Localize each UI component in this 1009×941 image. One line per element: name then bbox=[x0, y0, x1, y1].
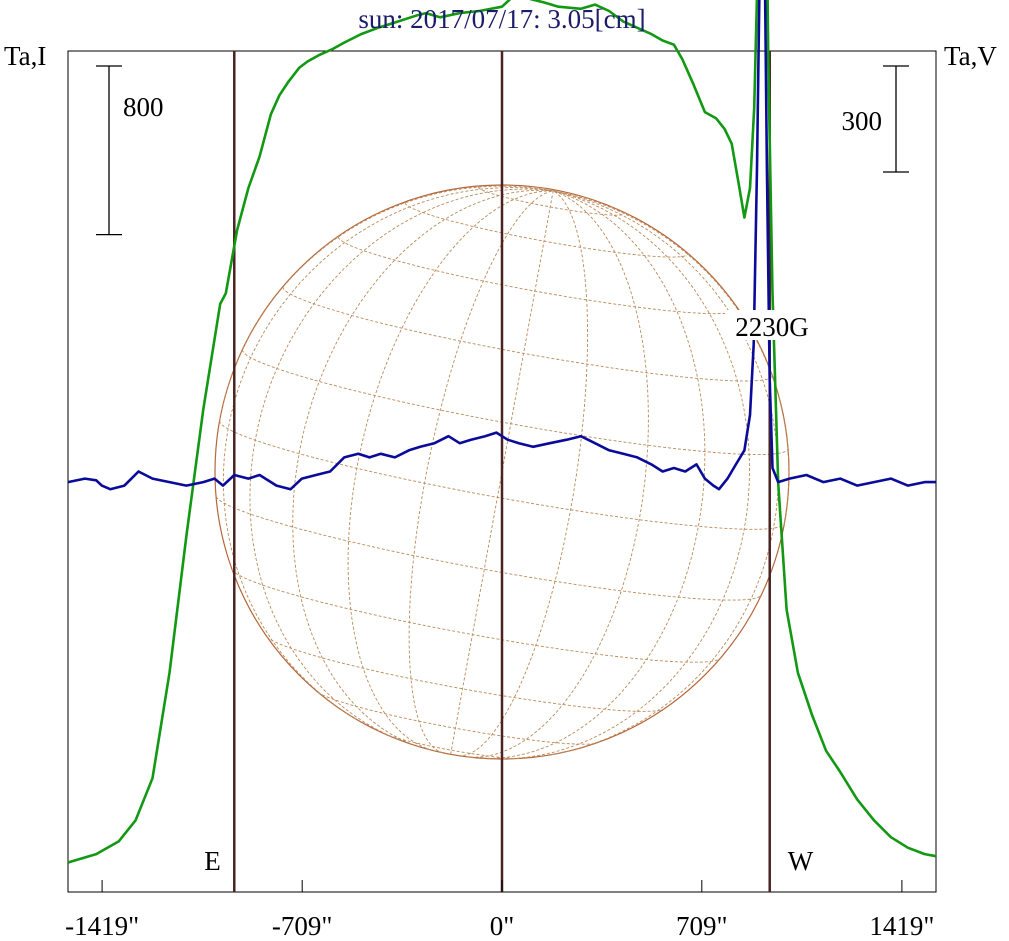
grid-meridian bbox=[482, 190, 706, 759]
scale-bar-label-right: 300 bbox=[842, 106, 883, 136]
chart-curves bbox=[67, 0, 937, 864]
x-tick-label: -1419" bbox=[65, 911, 139, 941]
grid-meridian bbox=[502, 190, 751, 760]
grid-meridian bbox=[450, 190, 554, 755]
annotation-background bbox=[725, 310, 819, 340]
x-tick-label: 709" bbox=[676, 911, 728, 941]
grid-meridian bbox=[249, 188, 554, 741]
scale-bars: 800 300 bbox=[96, 65, 909, 236]
grid-meridian bbox=[222, 187, 554, 720]
chart-title: sun: 2017/07/17: 3.05[cm] bbox=[358, 4, 645, 34]
grid-parallel bbox=[231, 569, 721, 663]
annotations: 2230G bbox=[725, 310, 819, 342]
grid-parallel bbox=[215, 496, 762, 601]
grid-parallel bbox=[242, 349, 789, 456]
grid-meridian bbox=[347, 190, 554, 752]
limb-label: W bbox=[788, 846, 814, 876]
left-axis-label: Ta,I bbox=[4, 41, 46, 71]
grid-parallel bbox=[219, 420, 785, 530]
limb-label: E bbox=[204, 846, 221, 876]
x-axis-ticks: -1419" -709" 0" 709" 1419" bbox=[65, 880, 934, 941]
grid-meridian bbox=[292, 189, 554, 748]
x-tick-label: 0" bbox=[490, 911, 515, 941]
grid-parallel bbox=[338, 236, 739, 315]
grid-parallel bbox=[383, 733, 521, 759]
scale-bar-label-left: 800 bbox=[123, 92, 164, 122]
grid-parallel bbox=[266, 636, 665, 712]
annotation-label: 2230G bbox=[735, 312, 809, 342]
grid-parallel bbox=[477, 186, 625, 216]
grid-meridian bbox=[458, 190, 589, 757]
x-tick-label: -709" bbox=[272, 911, 333, 941]
series-line-V bbox=[67, 0, 936, 491]
grid-meridian bbox=[551, 190, 779, 756]
x-tick-label: 1419" bbox=[869, 911, 934, 941]
grid-meridian bbox=[408, 190, 554, 754]
grid-parallel bbox=[404, 202, 688, 258]
grid-parallel bbox=[317, 691, 597, 745]
grid-parallel bbox=[282, 286, 773, 382]
grid-meridian bbox=[465, 190, 649, 758]
series-line-I bbox=[67, 0, 937, 864]
right-axis-label: Ta,V bbox=[944, 41, 997, 71]
heliographic-grid bbox=[215, 185, 790, 760]
